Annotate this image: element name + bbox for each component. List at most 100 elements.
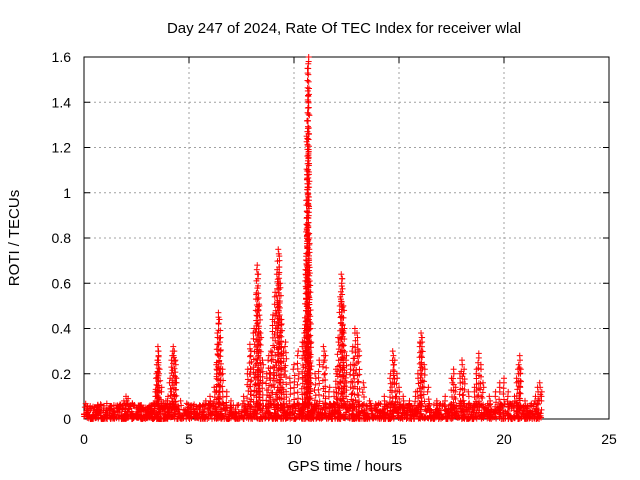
data-point	[344, 398, 351, 405]
data-point	[391, 357, 398, 364]
data-point	[278, 333, 285, 340]
data-point	[287, 391, 294, 398]
data-point	[485, 402, 492, 409]
data-point	[486, 393, 493, 400]
data-point	[461, 366, 468, 373]
data-point	[104, 409, 111, 416]
data-point	[516, 404, 523, 411]
data-point	[295, 370, 302, 377]
data-point	[97, 406, 104, 413]
data-point	[125, 395, 132, 402]
data-point	[272, 352, 279, 359]
y-tick-label: 1.4	[52, 94, 72, 110]
data-point	[476, 414, 483, 421]
data-point	[492, 415, 499, 422]
data-point	[247, 383, 254, 390]
data-point	[461, 380, 468, 387]
data-point	[251, 408, 258, 415]
data-point	[173, 379, 180, 386]
data-point	[396, 395, 403, 402]
data-point	[484, 411, 491, 418]
data-point	[259, 357, 266, 364]
data-point	[478, 366, 485, 373]
data-point	[277, 358, 284, 365]
data-point	[306, 160, 313, 167]
x-axis: 0 5 10 15 20 25	[80, 57, 617, 447]
data-point	[305, 171, 312, 178]
data-point	[461, 402, 468, 409]
data-point	[300, 348, 307, 355]
data-point	[278, 321, 285, 328]
data-point	[307, 344, 314, 351]
grid	[84, 57, 609, 419]
data-point	[305, 131, 312, 138]
data-point	[307, 370, 314, 377]
data-point	[202, 414, 209, 421]
data-point	[531, 414, 538, 421]
data-point	[177, 397, 184, 404]
data-point	[282, 368, 289, 375]
data-point	[306, 240, 313, 247]
data-point	[349, 348, 356, 355]
data-point	[305, 136, 312, 143]
data-point	[98, 414, 105, 421]
data-point	[504, 393, 511, 400]
data-point	[275, 309, 282, 316]
data-point	[305, 293, 312, 300]
data-point	[216, 316, 223, 323]
data-point	[315, 368, 322, 375]
data-point	[278, 344, 285, 351]
data-point	[517, 390, 524, 397]
data-point	[291, 390, 298, 397]
data-point	[219, 400, 226, 407]
data-point	[276, 269, 283, 276]
y-axis: 0 0.2 0.4 0.6 0.8 1 1.2 1.4 1.6	[52, 49, 609, 427]
data-point	[339, 291, 346, 298]
x-tick-label: 15	[391, 431, 407, 447]
data-point	[316, 398, 323, 405]
data-point	[114, 409, 121, 416]
data-point	[452, 403, 459, 410]
data-point	[205, 409, 212, 416]
data-point	[475, 354, 482, 361]
data-point	[406, 397, 413, 404]
data-point	[276, 264, 283, 271]
data-point	[517, 384, 524, 391]
data-point	[453, 410, 460, 417]
data-point	[361, 400, 368, 407]
data-point	[208, 411, 215, 418]
data-point	[501, 412, 508, 419]
data-point	[294, 365, 301, 372]
data-point	[476, 407, 483, 414]
data-point	[284, 414, 291, 421]
data-point	[522, 402, 529, 409]
data-point	[257, 400, 264, 407]
data-point	[487, 397, 494, 404]
data-point	[460, 391, 467, 398]
data-point	[354, 334, 361, 341]
data-point	[306, 178, 313, 185]
data-point	[420, 391, 427, 398]
data-point	[307, 379, 314, 386]
data-point	[334, 368, 341, 375]
data-point	[356, 398, 363, 405]
data-point	[304, 135, 311, 142]
data-point	[514, 409, 521, 416]
data-point	[84, 402, 91, 409]
data-point	[418, 353, 425, 360]
data-point	[305, 209, 312, 216]
data-point	[185, 412, 192, 419]
data-point	[359, 389, 366, 396]
data-point	[341, 383, 348, 390]
data-point	[256, 388, 263, 395]
data-point	[412, 398, 419, 405]
data-point	[289, 411, 296, 418]
data-point	[200, 408, 207, 415]
data-point	[338, 271, 345, 278]
data-point	[115, 413, 122, 420]
data-point	[154, 398, 161, 405]
data-point	[279, 327, 286, 334]
data-point	[307, 332, 314, 339]
data-point	[124, 414, 131, 421]
data-point	[118, 412, 125, 419]
